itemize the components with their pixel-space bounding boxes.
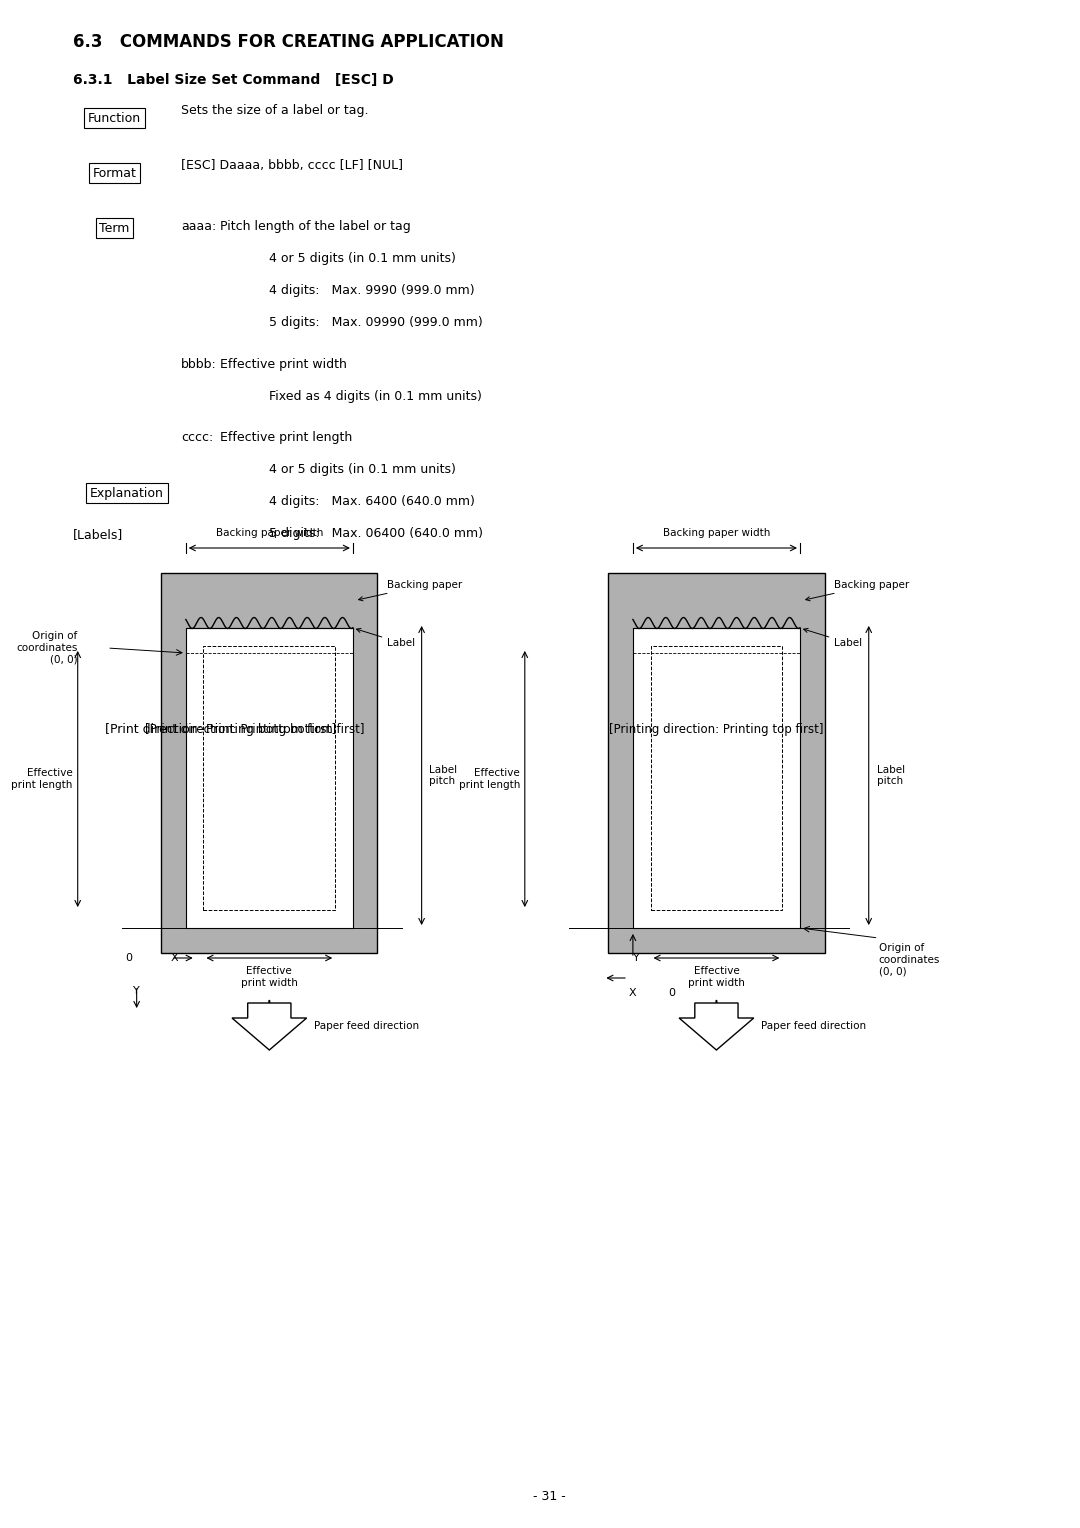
Bar [650,646,782,911]
Text: [Labels]: [Labels] [72,529,123,541]
Text: Pitch length of the label or tag: Pitch length of the label or tag [220,220,411,232]
Text: 4 or 5 digits (in 0.1 mm units): 4 or 5 digits (in 0.1 mm units) [269,463,456,477]
Bar [161,573,377,953]
Text: Format: Format [93,167,136,179]
Text: Paper feed direction: Paper feed direction [760,1021,866,1031]
Text: Backing paper width: Backing paper width [663,529,770,538]
Text: 0: 0 [125,953,132,963]
Text: Effective
print width: Effective print width [241,966,298,987]
Text: X: X [629,989,637,998]
Text: 6.3.1   Label Size Set Command   [ESC] D: 6.3.1 Label Size Set Command [ESC] D [72,73,393,87]
Text: [Print direction: Printing bottom first]: [Print direction: Printing bottom first] [105,723,336,736]
Text: 6.3   COMMANDS FOR CREATING APPLICATION: 6.3 COMMANDS FOR CREATING APPLICATION [72,34,503,50]
Text: Backing paper width: Backing paper width [216,529,323,538]
Text: Label: Label [804,628,863,648]
Text: Function: Function [87,112,141,124]
Polygon shape [679,1002,754,1050]
Text: Backing paper: Backing paper [359,581,462,601]
Text: [Print direction: Printing bottom first]: [Print direction: Printing bottom first] [145,723,364,736]
Text: Backing paper: Backing paper [806,581,909,601]
Text: [ESC] Daaaa, bbbb, cccc [LF] [NUL]: [ESC] Daaaa, bbbb, cccc [LF] [NUL] [180,159,403,171]
Text: Term: Term [99,222,130,234]
Text: 5 digits:   Max. 09990 (999.0 mm): 5 digits: Max. 09990 (999.0 mm) [269,316,483,329]
Text: [Printing direction: Printing top first]: [Printing direction: Printing top first] [609,723,824,736]
Text: - 31 -: - 31 - [534,1490,566,1504]
Text: Paper feed direction: Paper feed direction [313,1021,419,1031]
Polygon shape [232,1002,307,1050]
Text: Label
pitch: Label pitch [430,764,458,787]
Text: Y: Y [133,986,140,996]
Text: Effective
print length: Effective print length [459,769,519,790]
Text: Y: Y [633,953,639,963]
Text: Effective
print length: Effective print length [12,769,72,790]
Text: 0: 0 [669,989,676,998]
Bar [203,646,335,911]
Text: 4 digits:   Max. 6400 (640.0 mm): 4 digits: Max. 6400 (640.0 mm) [269,495,475,509]
Text: 4 or 5 digits (in 0.1 mm units): 4 or 5 digits (in 0.1 mm units) [269,252,456,264]
Bar [186,628,353,927]
Text: Sets the size of a label or tag.: Sets the size of a label or tag. [180,104,368,116]
Text: Effective
print width: Effective print width [688,966,745,987]
Text: Origin of
coordinates
(0, 0): Origin of coordinates (0, 0) [878,943,940,976]
Text: 5 digits:   Max. 06400 (640.0 mm): 5 digits: Max. 06400 (640.0 mm) [269,527,484,541]
Bar [608,573,824,953]
Text: bbbb:: bbbb: [180,358,217,371]
Text: Label
pitch: Label pitch [877,764,905,787]
Text: X: X [171,953,178,963]
Text: aaaa:: aaaa: [180,220,216,232]
Text: Origin of
coordinates
(0, 0): Origin of coordinates (0, 0) [16,631,78,665]
Text: 4 digits:   Max. 9990 (999.0 mm): 4 digits: Max. 9990 (999.0 mm) [269,284,475,296]
Text: Effective print length: Effective print length [220,431,352,445]
Text: cccc:: cccc: [180,431,213,445]
Text: Label: Label [356,628,416,648]
Bar [633,628,800,927]
Text: Explanation: Explanation [90,486,164,500]
Text: Effective print width: Effective print width [220,358,347,371]
Text: Fixed as 4 digits (in 0.1 mm units): Fixed as 4 digits (in 0.1 mm units) [269,390,482,402]
